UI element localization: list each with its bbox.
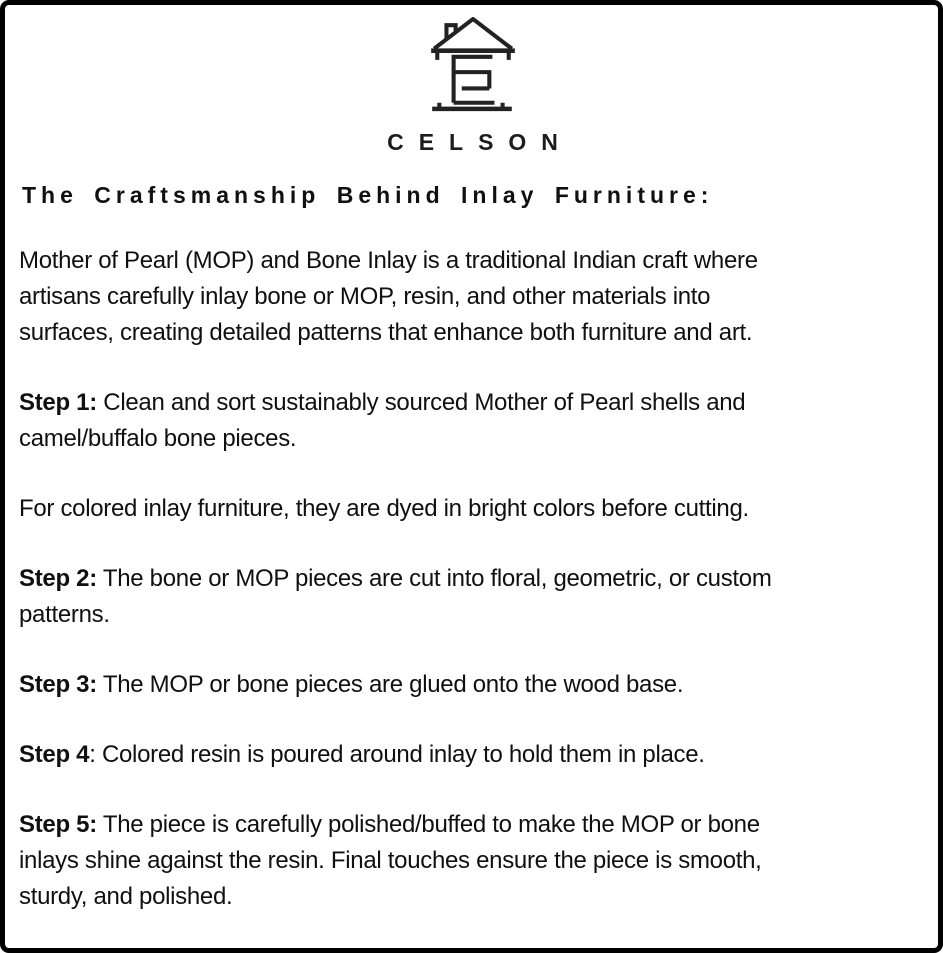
document-title: The Craftsmanship Behind Inlay Furniture… (22, 182, 714, 208)
paragraph-text: The MOP or bone pieces are glued onto th… (96, 671, 684, 698)
paragraph: Step 2: The bone or MOP pieces are cut i… (19, 561, 926, 633)
paragraph: Step 1: Clean and sort sustainably sourc… (19, 385, 926, 457)
chimney (443, 23, 458, 40)
paragraph: For colored inlay furniture, they are dy… (19, 491, 926, 527)
step-label: Step 5: (19, 811, 97, 838)
celson-house-logo (430, 17, 515, 112)
paragraph-text: The piece is carefully polished/buffed t… (19, 811, 762, 910)
step-label: Step 1: (19, 389, 97, 416)
step-label: Step 4 (19, 741, 90, 768)
paragraph: Step 3: The MOP or bone pieces are glued… (19, 667, 926, 703)
article-body: Mother of Pearl (MOP) and Bone Inlay is … (19, 243, 926, 915)
s-monogram (451, 54, 494, 105)
step-label: Step 3: (19, 671, 97, 698)
step-label: Step 2: (19, 565, 97, 592)
paragraph-text: The bone or MOP pieces are cut into flor… (19, 565, 772, 628)
paragraph: Step 4: Colored resin is poured around i… (19, 737, 926, 773)
paragraph-text: For colored inlay furniture, they are dy… (19, 495, 749, 522)
paragraph: Mother of Pearl (MOP) and Bone Inlay is … (19, 243, 926, 351)
brand-name: CELSON (387, 129, 573, 155)
brand-header: CELSON (19, 17, 926, 156)
paragraph: Step 5: The piece is carefully polished/… (19, 807, 926, 915)
paragraph-text: : Colored resin is poured around inlay t… (89, 741, 705, 768)
paragraph-text: Mother of Pearl (MOP) and Bone Inlay is … (19, 247, 758, 346)
paragraph-text: Clean and sort sustainably sourced Mothe… (19, 389, 746, 452)
